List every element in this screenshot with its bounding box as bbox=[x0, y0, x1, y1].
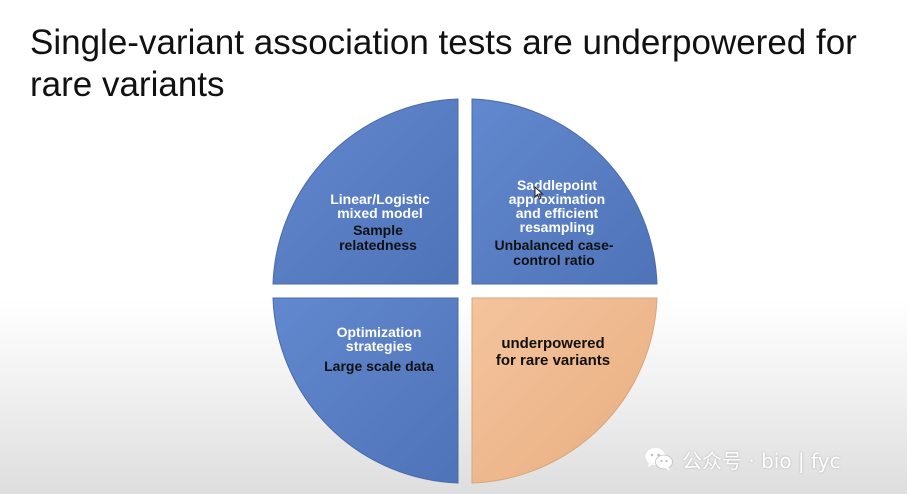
quadrant-bottom-left-heading: Optimization strategies bbox=[336, 324, 422, 354]
quadrant-top-left-heading: Linear/Logistic mixed model bbox=[330, 191, 430, 221]
quadrant-bottom-right bbox=[471, 297, 658, 484]
watermark: 公众号 · bio | fyc bbox=[644, 444, 841, 474]
quadrant-bottom-right-text: underpowered for rare variants bbox=[495, 335, 611, 369]
quadrant-top-right-heading: Saddlepoint approximation and efficient … bbox=[508, 177, 606, 235]
quadrant-top-right-subtext: Unbalanced case-control ratio bbox=[494, 237, 614, 268]
watermark-text: 公众号 · bio | fyc bbox=[682, 448, 841, 473]
mouse-cursor-icon bbox=[534, 186, 544, 200]
slide-title: Single-variant association tests are und… bbox=[30, 23, 857, 104]
quadrant-top-left-subtext: Sample relatedness bbox=[339, 222, 417, 253]
wechat-icon bbox=[645, 448, 673, 471]
quadrant-top-left bbox=[272, 98, 459, 285]
quadrant-bottom-left-subtext: Large scale data bbox=[324, 358, 434, 374]
quadrant-bottom-left bbox=[272, 297, 459, 484]
quadrant-top-right bbox=[471, 98, 658, 285]
